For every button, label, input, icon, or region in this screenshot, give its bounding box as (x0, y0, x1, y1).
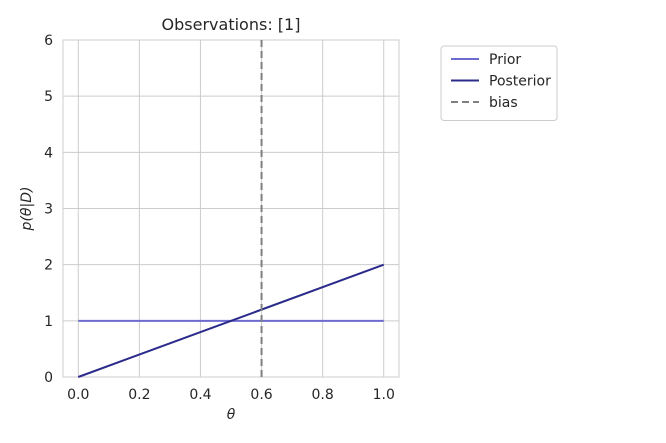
x-tick-label: 0.8 (312, 387, 334, 403)
tick-labels: 0.0 0.2 0.4 0.6 0.8 1.0 0 1 2 3 4 5 6 (44, 33, 395, 403)
x-tick-label: 0.4 (189, 387, 211, 403)
y-axis-label: p(θ|D) (19, 187, 35, 232)
x-tick-label: 0.6 (250, 387, 272, 403)
y-tick-label: 6 (44, 33, 53, 49)
y-tick-label: 3 (44, 202, 53, 218)
legend-label-prior: Prior (489, 52, 521, 68)
series-layer (77, 40, 385, 378)
x-tick-label: 1.0 (373, 387, 395, 403)
plot-frame (62, 39, 400, 378)
y-tick-label: 1 (44, 314, 53, 330)
x-tick-label: 0.2 (128, 387, 150, 403)
x-tick-label: 0.0 (67, 387, 89, 403)
legend-label-bias: bias (489, 95, 518, 111)
y-tick-label: 4 (44, 145, 53, 161)
chart-title: Observations: [1] (162, 15, 301, 34)
grid (63, 39, 399, 378)
y-tick-label: 0 (44, 370, 53, 386)
y-tick-label: 5 (44, 89, 53, 105)
y-tick-label: 2 (44, 258, 53, 274)
legend-label-posterior: Posterior (489, 74, 551, 90)
series-line-posterior (77, 263, 385, 378)
legend: Prior Posterior bias (440, 45, 558, 121)
x-axis-label: θ (227, 407, 236, 423)
legend-box (440, 45, 558, 121)
